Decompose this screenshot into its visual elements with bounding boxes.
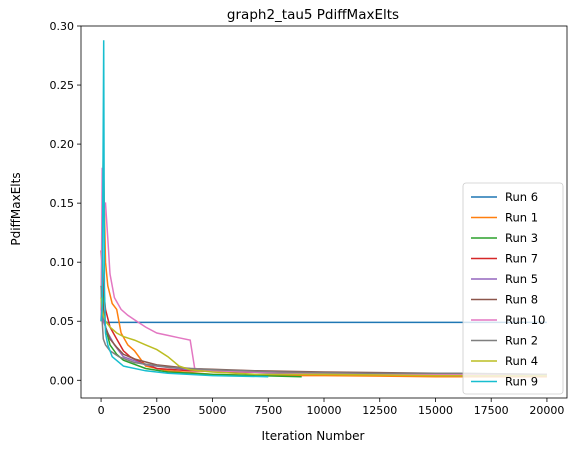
chart-title: graph2_tau5 PdiffMaxElts	[227, 7, 399, 23]
y-tick-label: 0.25	[50, 79, 75, 92]
series-line-run-1	[100, 155, 547, 378]
legend-label: Run 8	[505, 293, 538, 307]
legend-label: Run 2	[505, 334, 538, 348]
x-tick-label: 7500	[254, 404, 282, 417]
x-tick-label: 12500	[362, 404, 397, 417]
y-axis: 0.00 0.05 0.10 0.15 0.20 0.25 0.30	[50, 20, 81, 387]
legend: Run 6 Run 1 Run 3 Run 7 Run 5 Run 8 Run 10 Run …	[462, 182, 564, 395]
x-axis-label: Iteration Number	[262, 429, 365, 443]
legend-label: Run 10	[505, 313, 545, 327]
y-tick-label: 0.30	[50, 20, 75, 33]
y-tick-label: 0.00	[50, 374, 75, 387]
legend-label: Run 5	[505, 272, 538, 286]
x-tick-label: 10000	[307, 404, 342, 417]
x-tick-label: 15000	[418, 404, 453, 417]
legend-label: Run 9	[505, 375, 538, 389]
y-axis-label: PdiffMaxElts	[9, 172, 23, 245]
x-tick-label: 2500	[143, 404, 171, 417]
x-tick-label: 17500	[474, 404, 509, 417]
legend-label: Run 4	[505, 354, 538, 368]
x-tick-label: 5000	[199, 404, 227, 417]
legend-label: Run 3	[505, 231, 538, 245]
series-line-run-9	[100, 40, 269, 378]
y-tick-label: 0.15	[50, 197, 75, 210]
x-axis: 0 2500 5000 7500 10000 12500 15000 17500 20000	[98, 398, 564, 417]
series-line-run-10	[100, 167, 547, 376]
legend-label: Run 6	[505, 190, 538, 204]
x-tick-label: 0	[98, 404, 105, 417]
y-tick-label: 0.10	[50, 256, 75, 269]
legend-label: Run 1	[505, 211, 538, 225]
legend-label: Run 7	[505, 252, 538, 266]
series-layer	[100, 40, 547, 378]
y-tick-label: 0.05	[50, 315, 75, 328]
y-tick-label: 0.20	[50, 138, 75, 151]
x-tick-label: 20000	[529, 404, 564, 417]
series-line-run-2	[100, 285, 547, 376]
